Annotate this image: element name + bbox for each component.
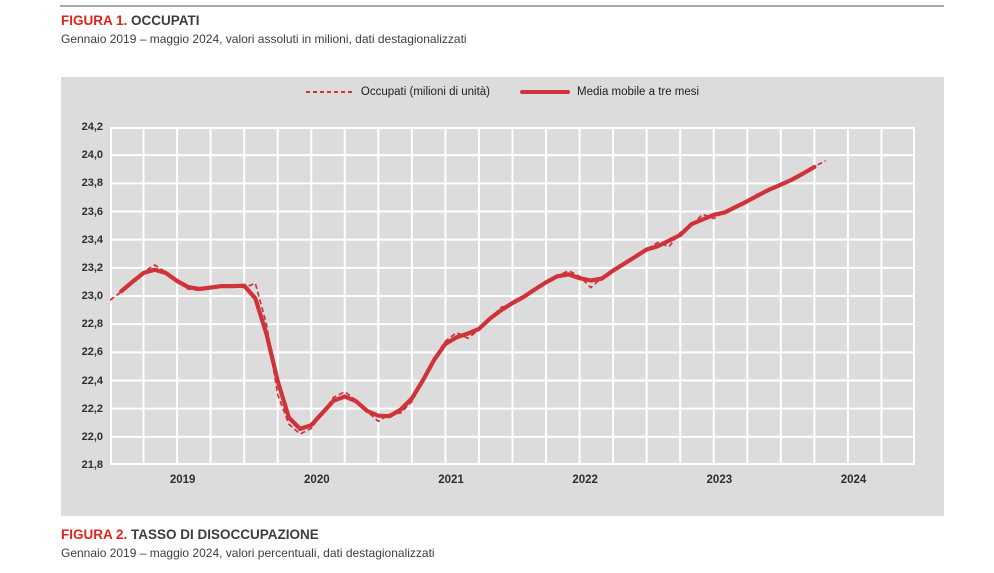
- y-tick-label: 23,4: [81, 233, 103, 246]
- y-tick-label: 23,0: [81, 290, 103, 302]
- x-tick-label-2023: 2023: [706, 474, 733, 486]
- line-chart-plot-area: [110, 127, 915, 465]
- x-tick-label-2019: 2019: [169, 474, 196, 486]
- x-tick-label-2024: 2024: [840, 474, 867, 486]
- legend-item-media-mobile: Media mobile a tre mesi: [520, 86, 699, 98]
- figure1-subtitle: Gennaio 2019 – maggio 2024, valori assol…: [61, 32, 467, 46]
- y-tick-label: 22,4: [81, 374, 103, 387]
- y-tick-label: 22,8: [81, 318, 103, 331]
- figure2-label: FIGURA 2.: [61, 527, 128, 542]
- y-tick-label: 21,8: [81, 459, 103, 471]
- y-tick-label: 22,6: [81, 346, 103, 359]
- figure1-header: FIGURA 1. OCCUPATI Gennaio 2019 – maggio…: [61, 13, 467, 46]
- figure2-subtitle: Gennaio 2019 – maggio 2024, valori perce…: [61, 546, 435, 560]
- x-tick-label-2021: 2021: [438, 474, 464, 486]
- figure1-label: FIGURA 1.: [61, 13, 128, 28]
- figure2-header: FIGURA 2. TASSO DI DISOCCUPAZIONE Gennai…: [61, 527, 435, 560]
- top-divider: [60, 5, 944, 7]
- legend-label-occupati: Occupati (milioni di unità): [360, 86, 491, 98]
- y-tick-label: 23,8: [81, 177, 103, 190]
- figure1-chart-panel: Occupati (milioni di unità) Media mobile…: [61, 77, 944, 516]
- y-tick-label: 22,0: [81, 430, 103, 443]
- figure2-title: FIGURA 2. TASSO DI DISOCCUPAZIONE: [61, 527, 435, 542]
- y-tick-label: 23,6: [81, 205, 103, 218]
- x-tick-label-2020: 2020: [304, 474, 330, 486]
- series-media-mobile-solid-line: [119, 164, 817, 431]
- legend-label-media-mobile: Media mobile a tre mesi: [577, 86, 700, 98]
- y-tick-label: 24,2: [81, 121, 103, 133]
- chart-legend: Occupati (milioni di unità) Media mobile…: [61, 86, 944, 98]
- legend-item-occupati: Occupati (milioni di unità): [305, 86, 491, 98]
- figure1-title: FIGURA 1. OCCUPATI: [61, 13, 467, 28]
- series-occupati-dashed-line: [110, 160, 826, 436]
- x-tick-label-2022: 2022: [572, 474, 598, 486]
- plot-border: [110, 127, 915, 465]
- y-tick-label: 24,0: [81, 149, 103, 162]
- y-tick-label: 23,2: [81, 261, 103, 274]
- figure2-title-text: TASSO DI DISOCCUPAZIONE: [131, 527, 319, 542]
- figure1-title-text: OCCUPATI: [131, 13, 200, 28]
- solid-line-icon: [520, 90, 571, 94]
- dashed-line-icon: [305, 91, 354, 93]
- y-tick-label: 22,2: [81, 402, 103, 415]
